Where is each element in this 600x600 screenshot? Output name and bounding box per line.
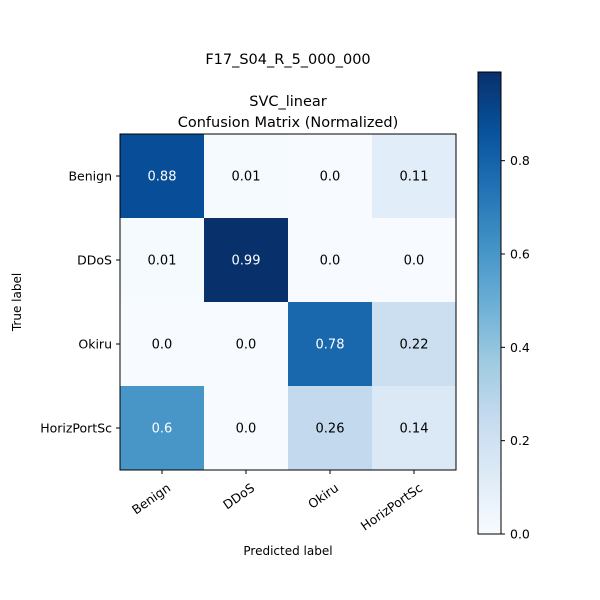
heatmap-cell <box>372 134 456 218</box>
cell-value-label: 0.88 <box>148 170 177 185</box>
x-tick-label: Benign <box>129 480 173 517</box>
x-axis-ticks: Benign DDoS Okiru HorizPortSc <box>129 470 425 534</box>
y-tick-label: DDoS <box>77 253 112 268</box>
y-tick-label: Okiru <box>78 337 112 352</box>
heatmap-cell <box>288 302 372 386</box>
cell-value-label: 0.11 <box>400 170 429 185</box>
cell-value-label: 0.22 <box>400 338 429 353</box>
heatmap-cell <box>120 386 204 470</box>
cell-value-label: 0.26 <box>316 422 345 437</box>
heatmap-cell <box>288 386 372 470</box>
cell-value-label: 0.01 <box>232 170 261 185</box>
colorbar-tick-label: 0.4 <box>510 340 530 355</box>
heatmap-cell <box>372 302 456 386</box>
y-tick-label: HorizPortSc <box>40 421 112 436</box>
heatmap-cell <box>204 386 288 470</box>
heatmap-cell <box>204 134 288 218</box>
x-tick-label: HorizPortSc <box>358 480 426 534</box>
heatmap-cell <box>288 218 372 302</box>
cell-value-label: 0.78 <box>316 338 345 353</box>
colorbar-tick-label: 0.8 <box>510 153 530 168</box>
heatmap-cells <box>120 134 456 470</box>
y-axis-label: True label <box>10 273 24 332</box>
cell-value-label: 0.0 <box>152 338 173 353</box>
colorbar <box>477 71 502 535</box>
chart-title-line2: Confusion Matrix (Normalized) <box>178 115 399 131</box>
heatmap-cell <box>120 218 204 302</box>
cell-value-label: 0.0 <box>320 170 341 185</box>
cell-value-label: 0.0 <box>404 254 425 269</box>
heatmap-cell <box>288 134 372 218</box>
colorbar-tick-label: 0.2 <box>510 433 530 448</box>
cell-value-label: 0.0 <box>236 338 257 353</box>
y-tick-label: Benign <box>68 169 112 184</box>
heatmap-cell <box>120 302 204 386</box>
heatmap-cell-labels: 0.88 0.01 0.0 0.11 0.01 0.99 0.0 0.0 0.0 0.0 0.78 0… <box>148 170 429 437</box>
heatmap-cell <box>120 134 204 218</box>
heatmap-cell <box>372 218 456 302</box>
cell-value-label: 0.14 <box>400 422 429 437</box>
cell-value-label: 0.99 <box>232 254 261 269</box>
x-tick-label: DDoS <box>220 480 257 512</box>
cell-value-label: 0.0 <box>236 422 257 437</box>
heatmap-cell <box>372 386 456 470</box>
y-axis-ticks: Benign DDoS Okiru HorizPortSc <box>40 169 120 436</box>
cell-value-label: 0.6 <box>152 422 173 437</box>
colorbar-tick-label: 0.0 <box>510 527 530 542</box>
colorbar-tick-label: 0.6 <box>510 247 530 262</box>
heatmap-frame <box>119 133 457 471</box>
cell-value-label: 0.0 <box>320 254 341 269</box>
heatmap-cell <box>204 302 288 386</box>
x-tick-label: Okiru <box>305 480 341 512</box>
x-axis-label: Predicted label <box>243 544 332 558</box>
heatmap-cell <box>204 218 288 302</box>
cell-value-label: 0.01 <box>148 254 177 269</box>
figure-suptitle: F17_S04_R_5_000_000 <box>205 52 370 68</box>
chart-title-line1: SVC_linear <box>249 94 327 110</box>
colorbar-ticks: 0.0 0.2 0.4 0.6 0.8 <box>501 153 530 542</box>
